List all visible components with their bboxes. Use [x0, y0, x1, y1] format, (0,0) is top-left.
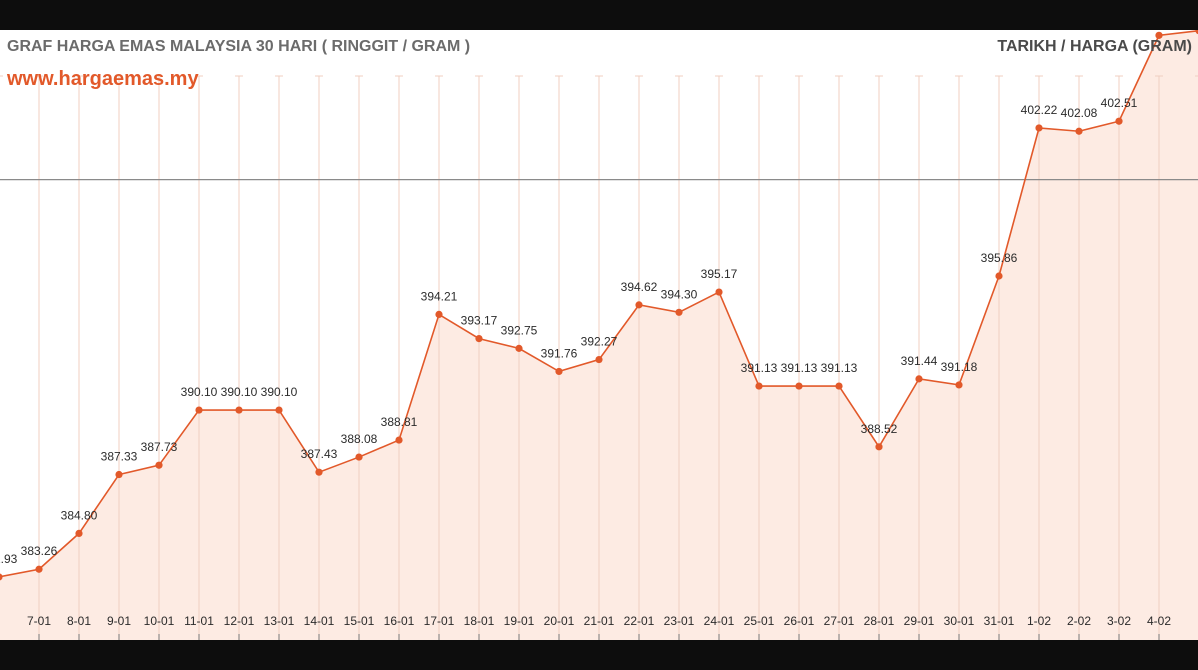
data-point-19-01 [515, 344, 523, 352]
data-label-24-01: 395.17 [701, 267, 738, 281]
x-tick-label: 12-01 [224, 614, 255, 628]
data-point-21-01 [595, 355, 603, 364]
data-label-11-01: 390.10 [181, 385, 218, 399]
data-label-25-01: 391.13 [741, 361, 778, 375]
x-tick-label: 9-01 [107, 614, 131, 628]
data-label-16-01: 388.81 [381, 415, 418, 429]
x-tick-label: 14-01 [304, 614, 335, 628]
data-label-8-01: 384.80 [61, 508, 98, 522]
data-point-31-01 [995, 272, 1003, 280]
data-point-24-01 [715, 288, 723, 296]
x-tick-label: 30-01 [944, 614, 975, 628]
chart-area: 7-01 8-01 9-01 10-01 11-01 12-01 13-01 14-01 15-… [0, 30, 1198, 640]
data-point-11-01 [195, 406, 203, 414]
chart-title: GRAF HARGA EMAS MALAYSIA 30 HARI ( RINGG… [7, 38, 471, 55]
data-point-2-02 [1075, 127, 1083, 135]
data-label-23-01: 394.30 [661, 287, 698, 301]
data-point-5-02 [1195, 30, 1198, 35]
data-point-4-02 [1155, 31, 1163, 39]
data-label-19-01: 392.75 [501, 323, 538, 337]
data-label-2-02: 402.08 [1061, 106, 1098, 120]
data-point-25-01 [755, 382, 763, 390]
data-point-1-02 [1035, 124, 1043, 132]
x-tick-label: 19-01 [504, 614, 535, 628]
x-tick-label: 20-01 [544, 614, 575, 628]
data-point-14-01 [315, 468, 323, 476]
x-tick-label: 3-02 [1107, 614, 1131, 628]
data-label-7-01: 383.26 [21, 544, 58, 558]
data-point-28-01 [875, 443, 883, 451]
data-point-10-01 [155, 461, 163, 469]
x-tick-label: 29-01 [904, 614, 935, 628]
data-label-17-01: 394.21 [421, 289, 458, 303]
x-tick-label: 22-01 [624, 614, 655, 628]
data-label-3-02: 402.51 [1101, 96, 1138, 110]
data-label-29-01: 391.44 [901, 354, 938, 368]
x-tick-label: 17-01 [424, 614, 455, 628]
price-chart: 7-01 8-01 9-01 10-01 11-01 12-01 13-01 14-01 15-… [0, 30, 1198, 640]
x-tick-label: 27-01 [824, 614, 855, 628]
data-point-12-01 [235, 406, 243, 414]
x-tick-label: 21-01 [584, 614, 615, 628]
data-point-27-01 [835, 382, 843, 390]
data-point-13-01 [275, 406, 283, 414]
data-label-12-01: 390.10 [221, 385, 258, 399]
brand-link[interactable]: www.hargaemas.my [7, 68, 199, 90]
x-tick-label: 15-01 [344, 614, 375, 628]
data-point-9-01 [115, 470, 123, 479]
data-point-8-01 [75, 529, 83, 538]
data-label-6-01: 382.93 [0, 552, 18, 566]
data-point-23-01 [675, 308, 683, 316]
data-label-31-01: 395.86 [981, 251, 1018, 265]
x-tick-label: 2-02 [1067, 614, 1091, 628]
data-label-30-01: 391.18 [941, 360, 978, 374]
data-label-22-01: 394.62 [621, 280, 658, 294]
x-tick-label: 10-01 [144, 614, 175, 628]
data-label-27-01: 391.13 [821, 361, 858, 375]
data-label-21-01: 392.27 [581, 335, 618, 349]
data-point-22-01 [635, 301, 643, 309]
x-tick-label: 25-01 [744, 614, 775, 628]
data-label-20-01: 391.76 [541, 346, 578, 360]
data-label-1-02: 402.22 [1021, 103, 1058, 117]
data-point-18-01 [475, 335, 483, 343]
x-tick-label: 24-01 [704, 614, 735, 628]
data-label-18-01: 393.17 [461, 314, 498, 328]
x-tick-label: 4-02 [1147, 614, 1171, 628]
x-tick-label: 8-01 [67, 614, 91, 628]
data-point-29-01 [915, 375, 923, 383]
x-tick-label: 16-01 [384, 614, 415, 628]
data-label-10-01: 387.73 [141, 440, 178, 454]
data-label-13-01: 390.10 [261, 385, 298, 399]
x-tick-label: 13-01 [264, 614, 295, 628]
x-tick-label: 11-01 [184, 614, 214, 628]
x-tick-label: 23-01 [664, 614, 695, 628]
data-point-3-02 [1115, 117, 1123, 125]
data-point-16-01 [395, 436, 403, 444]
data-point-15-01 [355, 453, 363, 461]
data-label-28-01: 388.52 [861, 422, 898, 436]
area-fill [0, 30, 1198, 640]
data-point-30-01 [955, 381, 963, 389]
x-tick-label: 28-01 [864, 614, 895, 628]
x-tick-label: 26-01 [784, 614, 815, 628]
data-point-17-01 [435, 310, 443, 319]
data-point-7-01 [35, 565, 43, 573]
data-point-20-01 [555, 367, 563, 376]
data-point-26-01 [795, 382, 803, 390]
data-label-26-01: 391.13 [781, 361, 818, 375]
x-tick-label: 7-01 [27, 614, 51, 628]
data-label-14-01: 387.43 [301, 447, 338, 461]
data-label-15-01: 388.08 [341, 432, 378, 446]
x-tick-label: 18-01 [464, 614, 495, 628]
data-point-6-01 [0, 573, 3, 581]
data-label-9-01: 387.33 [101, 450, 138, 464]
x-tick-label: 31-01 [984, 614, 1015, 628]
legend-label: TARIKH / HARGA (GRAM) [997, 38, 1192, 55]
x-tick-label: 1-02 [1027, 614, 1051, 628]
